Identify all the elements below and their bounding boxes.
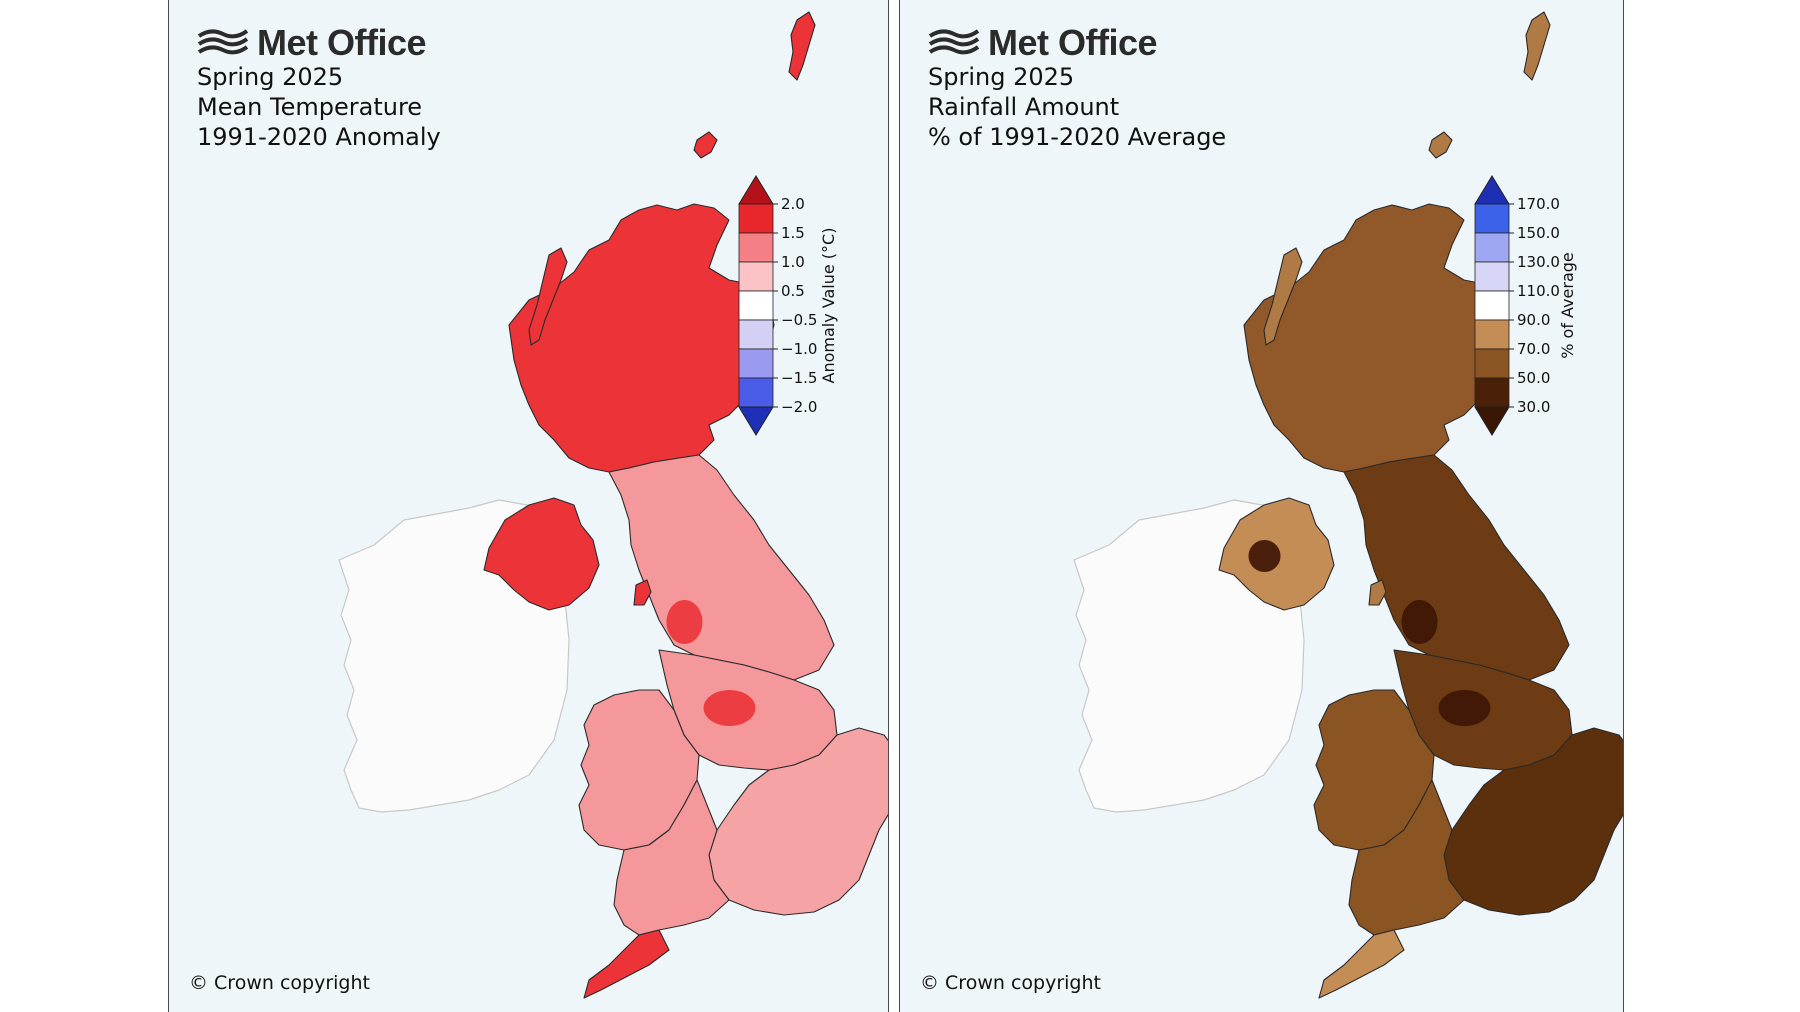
colorbar-tick-label: 70.0 [1517,340,1550,358]
colorbar-tick-label: −0.5 [781,311,817,329]
region-north-england [608,454,835,681]
title-line-baseline: % of 1991-2020 Average [928,123,1227,151]
region-orkney [693,131,718,159]
brand-name: Met Office [257,22,427,63]
colorbar-tick-label: −1.5 [781,369,817,387]
title-line-season: Spring 2025 [928,63,1075,91]
colorbar-band [738,348,774,379]
title-line-variable: Rainfall Amount [928,93,1120,121]
colorbar-band [738,290,774,321]
title-line-variable: Mean Temperature [197,93,423,121]
met-office-logo: Met Office [928,22,1158,64]
region-outer-hebrides [1263,247,1303,346]
anomaly-patch [1401,600,1438,644]
anomaly-patch [1248,540,1281,572]
colorbar-label: % of Average [1558,252,1577,359]
region-isle-of-man [1368,579,1387,606]
colorbar-band [1474,290,1510,321]
colorbar-band [738,232,774,263]
region-orkney [1428,131,1453,159]
colorbar-band [1474,377,1510,408]
colorbar-tick-label: −2.0 [781,398,817,416]
region-shetland [788,11,816,81]
title-line-season: Spring 2025 [197,63,344,91]
colorbar-tick-label: 1.5 [781,224,805,242]
colorbar-band [738,203,774,234]
title-line-baseline: 1991-2020 Anomaly [197,123,441,151]
region-cornwall [1318,929,1405,999]
map-regions [338,11,888,999]
colorbar-tick-label: 90.0 [1517,311,1550,329]
colorbar-extend-high [1474,175,1510,205]
colorbar-tick-label: 170.0 [1517,195,1560,213]
brand-name: Met Office [988,22,1158,63]
colorbar: 170.0 150.0 130.0 110.0 90.0 70.0 50.0 30.0 % of… [1474,175,1577,436]
colorbar-tick-label: 30.0 [1517,398,1550,416]
colorbar-band [1474,232,1510,263]
colorbar-band [1474,261,1510,292]
region-south-west [1348,779,1465,936]
colorbar-extend-low [738,406,774,436]
colorbar-extend-low [1474,406,1510,436]
region-north-england [1343,454,1570,681]
colorbar-band [1474,203,1510,234]
colorbar-tick-label: 2.0 [781,195,805,213]
colorbar-tick-label: −1.0 [781,340,817,358]
colorbar-tick-label: 0.5 [781,282,805,300]
colorbar-label: Anomaly Value (°C) [819,228,838,384]
colorbar-extend-high [738,175,774,205]
map-regions [1073,11,1623,999]
colorbar-band [738,377,774,408]
colorbar-tick-label: 130.0 [1517,253,1560,271]
anomaly-patch [703,690,756,726]
anomaly-patch [513,540,546,572]
map-title: Spring 2025 Mean Temperature 1991-2020 A… [197,62,441,152]
anomaly-patch [1438,690,1491,726]
region-cornwall [583,929,670,999]
colorbar-tick-label: 50.0 [1517,369,1550,387]
colorbar-band [1474,319,1510,350]
copyright-notice: © Crown copyright [920,972,1101,994]
met-office-logo: Met Office [197,22,427,64]
met-office-wave-icon [197,29,249,55]
map-title: Spring 2025 Rainfall Amount % of 1991-20… [928,62,1226,152]
region-isle-of-man [633,579,652,606]
rainfall-map-panel: 170.0 150.0 130.0 110.0 90.0 70.0 50.0 30.0 % of… [899,0,1624,1012]
met-office-wave-icon [928,29,980,55]
rainfall-map-graphic: 170.0 150.0 130.0 110.0 90.0 70.0 50.0 30.0 % of… [1073,11,1623,999]
colorbar-tick-label: 150.0 [1517,224,1560,242]
colorbar-tick-label: 110.0 [1517,282,1560,300]
colorbar-tick-label: 1.0 [781,253,805,271]
copyright-notice: © Crown copyright [189,972,370,994]
colorbar-band [738,319,774,350]
colorbar-band [1474,348,1510,379]
region-outer-hebrides [528,247,568,346]
colorbar-band [738,261,774,292]
region-shetland [1523,11,1551,81]
region-scotland [1243,203,1510,473]
region-south-west [613,779,730,936]
region-scotland [508,203,775,473]
temperature-anomaly-map-panel: 2.0 1.5 1.0 0.5 −0.5 −1.0 −1.5 −2.0 Anomaly Valu… [168,0,889,1012]
anomaly-patch [666,600,703,644]
